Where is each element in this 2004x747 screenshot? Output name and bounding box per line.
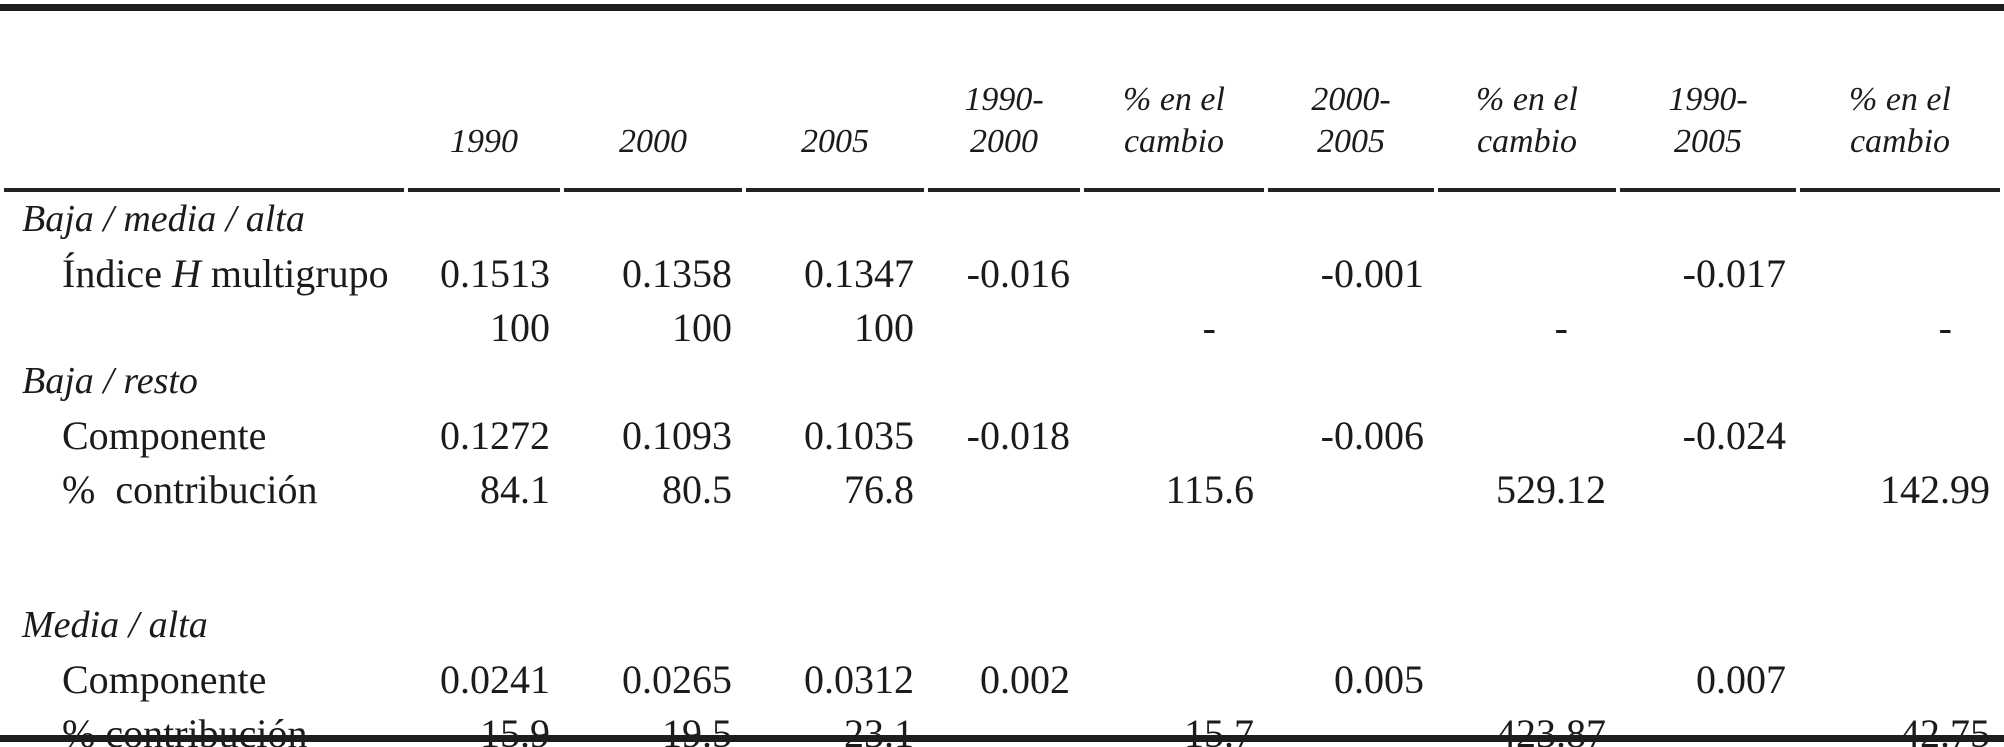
table-top-rule xyxy=(0,4,2004,11)
row-label: Componente xyxy=(62,412,267,458)
row-label-italic-h: H xyxy=(171,250,201,296)
num-cell: 0.0241 xyxy=(440,656,550,702)
header-empty xyxy=(4,10,404,192)
num-cell: 0.002 xyxy=(980,656,1070,702)
header-pct-cambio-3: % en el cambio xyxy=(1800,10,2000,192)
num-cell: 80.5 xyxy=(662,466,732,512)
dash-cell: - xyxy=(1554,304,1568,350)
num-cell xyxy=(1084,408,1264,462)
spacer-cell xyxy=(4,516,2000,598)
header-2000: 2000 xyxy=(564,10,742,192)
num-cell xyxy=(1800,408,2000,462)
num-cell: 115.6 xyxy=(1165,466,1254,512)
table-bottom-rule xyxy=(0,735,2004,742)
num-cell: 0.0312 xyxy=(804,656,914,702)
header-pct-cambio-1: % en el cambio xyxy=(1084,10,1264,192)
row-label: Índice H multigrupo xyxy=(4,246,404,300)
segregation-index-table: 1990 2000 2005 1990- 2000 % en el cambio… xyxy=(0,10,2004,747)
row-componente-baja-resto: Componente 0.1272 0.1093 0.1035 -0.018 -… xyxy=(4,408,2000,462)
row-label-part: multigrupo xyxy=(200,250,389,296)
num-cell: 0.1513 xyxy=(440,250,550,296)
header-2000-2005: 2000- 2005 xyxy=(1268,10,1434,192)
section-label: Media / alta xyxy=(22,604,208,646)
num-cell xyxy=(1084,246,1264,300)
header-pct-cambio-2: % en el cambio xyxy=(1438,10,1616,192)
num-cell: -0.024 xyxy=(1682,412,1786,458)
row-label: % contribución xyxy=(62,466,318,512)
num-cell: 0.1035 xyxy=(804,412,914,458)
num-cell: 0.1347 xyxy=(804,250,914,296)
row-index-base-100: 100 100 100 - - - xyxy=(4,300,2000,354)
num-cell xyxy=(1800,246,2000,300)
num-cell xyxy=(1620,300,1796,354)
dash-cell: - xyxy=(1202,304,1216,350)
num-cell: 0.007 xyxy=(1696,656,1786,702)
num-cell: 100 xyxy=(672,304,732,350)
num-cell xyxy=(1438,408,1616,462)
num-cell: 76.8 xyxy=(844,466,914,512)
num-cell xyxy=(928,300,1080,354)
num-cell: -0.001 xyxy=(1320,250,1424,296)
num-cell xyxy=(1620,462,1796,516)
row-label: Componente xyxy=(62,656,267,702)
row-indice-h-multigrupo: Índice H multigrupo 0.1513 0.1358 0.1347… xyxy=(4,246,2000,300)
header-2005: 2005 xyxy=(746,10,924,192)
row-label xyxy=(4,300,404,354)
num-cell: -0.018 xyxy=(966,412,1070,458)
table-header-row: 1990 2000 2005 1990- 2000 % en el cambio… xyxy=(4,10,2000,192)
num-cell xyxy=(1268,462,1434,516)
num-cell: 0.0265 xyxy=(622,656,732,702)
num-cell xyxy=(1800,652,2000,706)
num-cell: 0.1358 xyxy=(622,250,732,296)
spacer-row xyxy=(4,516,2000,598)
num-cell: -0.017 xyxy=(1682,250,1786,296)
num-cell: 0.1272 xyxy=(440,412,550,458)
num-cell xyxy=(928,462,1080,516)
section-label: Baja / resto xyxy=(22,360,198,402)
section-row-media-alta: Media / alta xyxy=(4,598,2000,652)
section-row-baja-media-alta: Baja / media / alta xyxy=(4,192,2000,246)
num-cell: 100 xyxy=(490,304,550,350)
num-cell: -0.006 xyxy=(1320,412,1424,458)
num-cell: 529.12 xyxy=(1496,466,1606,512)
section-label: Baja / media / alta xyxy=(22,198,305,240)
header-1990: 1990 xyxy=(408,10,560,192)
num-cell: 84.1 xyxy=(480,466,550,512)
num-cell: 0.005 xyxy=(1334,656,1424,702)
num-cell: 142.99 xyxy=(1880,466,1990,512)
dash-cell: - xyxy=(1938,304,1952,350)
num-cell xyxy=(1438,652,1616,706)
section-row-baja-resto: Baja / resto xyxy=(4,354,2000,408)
header-1990-2000: 1990- 2000 xyxy=(928,10,1080,192)
num-cell xyxy=(1084,652,1264,706)
num-cell xyxy=(1438,246,1616,300)
row-contribucion-baja-resto: % contribución 84.1 80.5 76.8 115.6 529.… xyxy=(4,462,2000,516)
row-label-part: Índice xyxy=(62,250,172,296)
num-cell: 100 xyxy=(854,304,914,350)
header-1990-2005: 1990- 2005 xyxy=(1620,10,1796,192)
num-cell xyxy=(1268,300,1434,354)
num-cell: -0.016 xyxy=(966,250,1070,296)
row-componente-media-alta: Componente 0.0241 0.0265 0.0312 0.002 0.… xyxy=(4,652,2000,706)
num-cell: 0.1093 xyxy=(622,412,732,458)
